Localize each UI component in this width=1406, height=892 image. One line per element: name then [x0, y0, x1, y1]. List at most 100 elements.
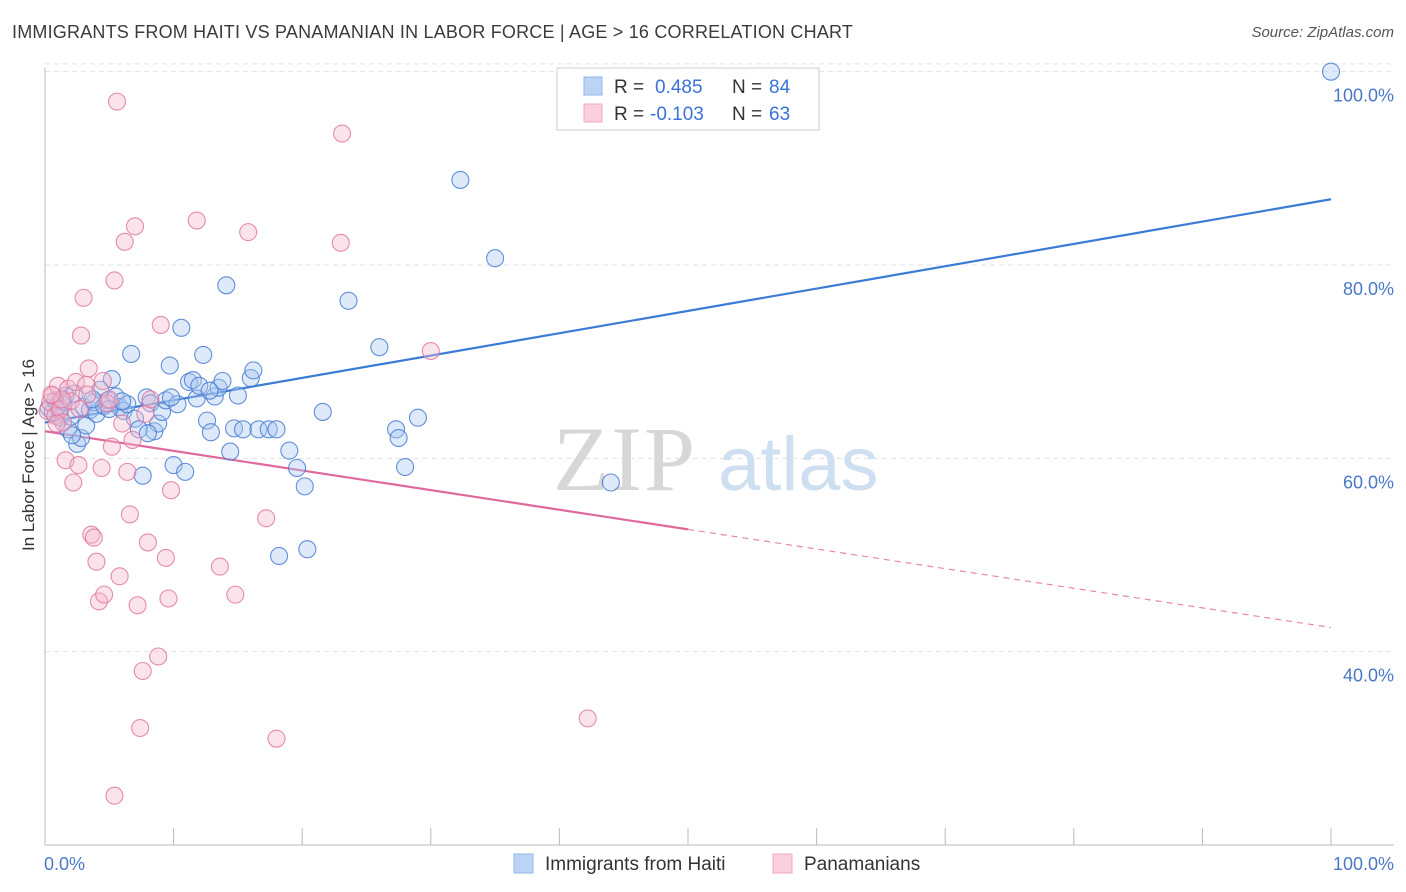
- data-point-1-12: [69, 456, 88, 475]
- data-point-0-66: [339, 291, 358, 310]
- x-tick-max: 100.0%: [1333, 854, 1394, 874]
- data-point-1-57: [52, 390, 71, 409]
- data-point-0-65: [313, 402, 332, 421]
- data-point-0-28: [133, 466, 152, 485]
- data-point-1-59: [47, 414, 66, 433]
- data-point-1-62: [42, 385, 61, 404]
- data-point-1-14: [74, 288, 93, 307]
- chart-title: IMMIGRANTS FROM HAITI VS PANAMANIAN IN L…: [12, 22, 854, 42]
- data-point-1-50: [257, 509, 276, 528]
- data-point-1-10: [64, 473, 83, 492]
- data-point-0-74: [601, 473, 620, 492]
- data-point-1-60: [78, 385, 97, 404]
- data-point-1-5: [51, 399, 70, 419]
- data-point-1-29: [113, 414, 132, 433]
- bottom-legend-label-panama: Panamanians: [804, 854, 920, 875]
- data-point-1-32: [120, 505, 139, 524]
- data-point-1-26: [105, 271, 124, 290]
- data-point-1-13: [71, 326, 91, 345]
- data-point-0-38: [172, 318, 191, 337]
- data-point-1-34: [125, 217, 145, 236]
- stats-legend: R = 0.485 N = 84 R = -0.103 N = 63: [556, 67, 820, 131]
- data-point-0-43: [190, 376, 209, 395]
- data-point-0-83: [200, 381, 219, 400]
- data-point-0-63: [295, 477, 314, 496]
- data-point-0-64: [298, 540, 317, 559]
- data-point-0-35: [160, 356, 179, 375]
- data-point-1-49: [239, 223, 258, 242]
- data-point-0-20: [102, 370, 121, 389]
- data-point-1-51: [267, 729, 286, 748]
- data-point-0-45: [197, 411, 217, 430]
- data-point-1-47: [210, 557, 229, 576]
- data-point-1-40: [141, 390, 160, 409]
- y-tick-labels: 40.0% 60.0% 80.0% 100.0%: [1333, 86, 1394, 686]
- data-point-1-58: [70, 399, 89, 419]
- data-point-0-46: [201, 423, 220, 442]
- data-point-0-34: [156, 391, 175, 410]
- data-point-1-17: [82, 525, 101, 544]
- data-point-1-39: [138, 533, 157, 552]
- data-point-0-62: [288, 458, 307, 478]
- watermark-atlas: atlas: [718, 422, 879, 507]
- bottom-legend-swatch-haiti: [513, 853, 534, 874]
- data-point-1-42: [151, 315, 170, 334]
- y-tick-label-0: 40.0%: [1343, 666, 1394, 686]
- axes: [44, 68, 1394, 846]
- data-point-0-47: [205, 387, 224, 406]
- data-point-1-11: [66, 372, 85, 392]
- data-point-1-41: [149, 647, 168, 666]
- data-point-1-43: [156, 548, 175, 567]
- trendlines: [44, 198, 1332, 629]
- data-point-0-51: [221, 442, 240, 461]
- data-point-1-61: [93, 371, 112, 391]
- data-points: [38, 62, 1341, 805]
- data-point-0-50: [217, 276, 236, 295]
- data-point-1-27: [107, 92, 127, 111]
- data-point-0-72: [451, 170, 470, 189]
- legend-r-value-2: -0.103: [650, 104, 704, 125]
- y-tick-label-1: 60.0%: [1343, 472, 1394, 492]
- data-point-1-24: [100, 390, 119, 409]
- gridlines: [45, 63, 1394, 653]
- watermark: ZIP atlas: [553, 408, 879, 510]
- data-point-0-57: [249, 420, 268, 439]
- legend-r-value-1: 0.485: [655, 77, 703, 98]
- trendline-1: [44, 430, 689, 531]
- data-point-1-46: [187, 211, 206, 230]
- data-point-1-28: [110, 567, 129, 586]
- x-tick-min: 0.0%: [44, 854, 85, 874]
- data-point-0-37: [168, 395, 187, 414]
- data-point-0-60: [270, 546, 289, 566]
- data-point-0-58: [259, 420, 278, 439]
- data-point-0-24: [118, 395, 137, 414]
- data-point-0-49: [213, 371, 232, 391]
- legend-swatch-pink: [583, 103, 603, 123]
- y-tick-label-2: 80.0%: [1343, 279, 1394, 299]
- data-point-0-82: [161, 388, 181, 407]
- data-point-1-33: [123, 430, 142, 450]
- data-point-1-44: [159, 589, 178, 608]
- data-point-0-25: [122, 344, 141, 363]
- data-point-0-56: [244, 361, 263, 380]
- data-point-0-59: [267, 420, 286, 439]
- data-point-0-77: [62, 426, 82, 445]
- legend-swatch-blue: [583, 76, 603, 96]
- data-point-0-13: [77, 416, 96, 435]
- data-point-1-38: [136, 404, 155, 423]
- data-point-1-31: [118, 462, 137, 481]
- data-point-1-55: [578, 709, 597, 728]
- source-label: Source: ZipAtlas.com: [1251, 24, 1394, 41]
- legend-r-label-1: R =: [614, 77, 644, 98]
- data-point-1-22: [95, 585, 114, 604]
- y-axis-label: In Labor Force | Age > 16: [19, 359, 38, 551]
- data-point-0-27: [129, 420, 148, 439]
- data-point-0-61: [280, 441, 299, 460]
- y-tick-label-3: 100.0%: [1333, 86, 1394, 106]
- data-point-0-75: [1321, 62, 1341, 81]
- watermark-zip: ZIP: [553, 408, 697, 510]
- data-point-0-67: [370, 338, 389, 357]
- data-point-1-2: [43, 386, 62, 405]
- data-point-0-81: [138, 424, 157, 443]
